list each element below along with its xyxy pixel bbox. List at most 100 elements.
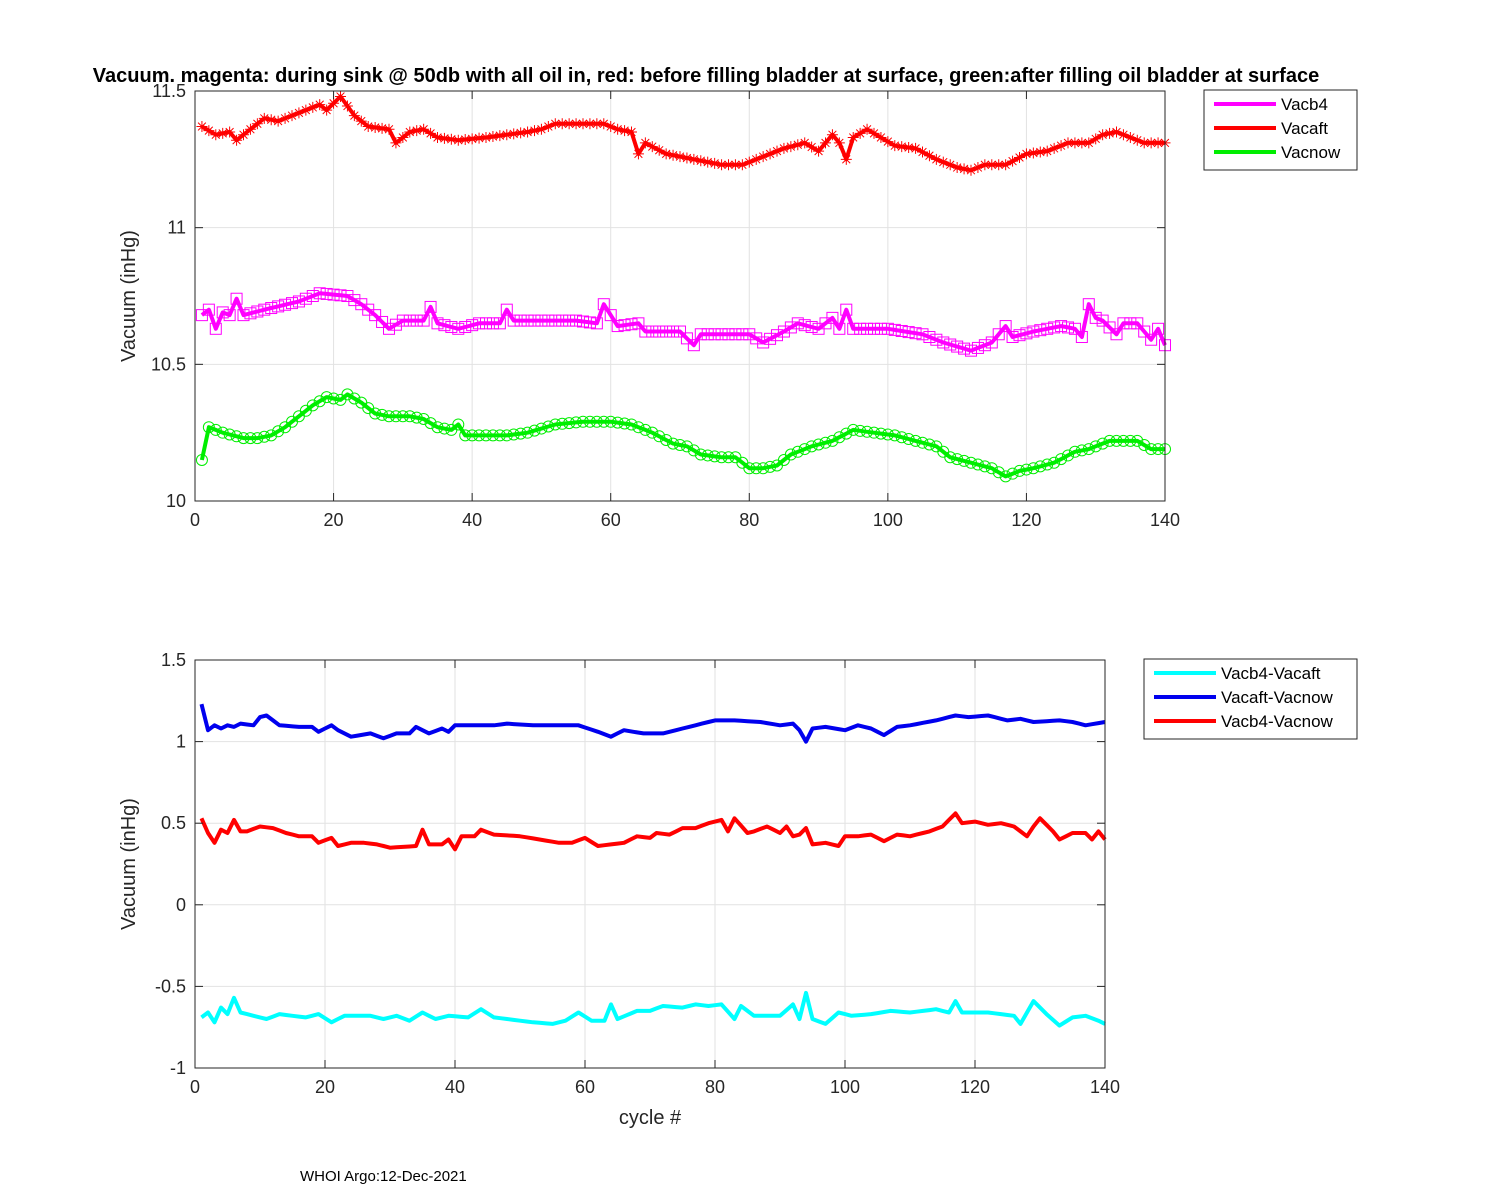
data-point-vacaft xyxy=(986,159,998,171)
data-point-vacb4 xyxy=(798,319,811,332)
data-point-vacaft xyxy=(923,150,935,162)
data-point-vacnow xyxy=(237,432,250,445)
data-point-vacb4 xyxy=(590,317,603,330)
data-point-vacb4 xyxy=(438,319,451,332)
data-point-vacnow xyxy=(535,422,548,435)
data-point-vacnow xyxy=(978,460,991,473)
data-point-vacnow xyxy=(563,417,576,430)
data-point-vacnow xyxy=(521,426,534,439)
data-point-vacb4 xyxy=(833,322,846,335)
data-point-vacaft xyxy=(1138,137,1150,149)
data-point-vacnow xyxy=(417,413,430,425)
data-point-vacb4 xyxy=(237,309,250,322)
data-point-vacnow xyxy=(861,425,874,438)
data-point-vacaft xyxy=(570,118,582,130)
data-point-vacb4 xyxy=(459,320,472,333)
data-point-vacnow xyxy=(514,427,527,440)
data-point-vacaft xyxy=(660,148,672,160)
data-point-vacb4 xyxy=(272,300,285,313)
x-tick-label: 40 xyxy=(445,1077,465,1097)
data-point-vacaft xyxy=(958,163,970,175)
data-point-vacaft xyxy=(903,141,915,153)
data-point-vacb4 xyxy=(722,328,735,341)
data-point-vacb4 xyxy=(985,336,998,349)
data-point-vacnow xyxy=(660,433,673,446)
data-point-vacaft xyxy=(411,125,423,137)
data-point-vacaft xyxy=(1083,137,1095,149)
data-point-vacnow xyxy=(348,392,361,405)
y-tick-label: -1 xyxy=(170,1058,186,1078)
data-point-vacaft xyxy=(314,99,326,111)
data-point-vacaft xyxy=(626,126,637,138)
data-point-vacaft xyxy=(279,112,291,124)
data-point-vacb4 xyxy=(632,317,645,330)
data-point-vacaft xyxy=(861,123,873,135)
data-point-vacb4 xyxy=(729,328,742,341)
data-point-vacb4 xyxy=(805,320,818,333)
axes-frame xyxy=(194,90,1166,502)
data-point-vacnow xyxy=(625,418,638,431)
data-point-vacnow xyxy=(944,451,957,464)
data-point-vacb4 xyxy=(369,309,382,322)
data-point-vacb4 xyxy=(556,314,569,327)
data-point-vacaft xyxy=(1034,146,1046,158)
y-axis-label: Vacuum (inHg) xyxy=(118,230,140,362)
data-point-vacnow xyxy=(376,408,389,421)
data-point-vacnow xyxy=(618,417,631,430)
data-point-vacnow xyxy=(1131,434,1144,447)
data-point-vacb4 xyxy=(258,303,271,316)
data-point-vacaft xyxy=(771,145,783,157)
data-point-vacnow xyxy=(327,392,340,405)
data-point-vacb4 xyxy=(480,317,492,330)
data-point-vacaft xyxy=(1041,145,1053,157)
data-point-vacaft xyxy=(1097,129,1109,141)
data-point-vacb4 xyxy=(493,317,506,330)
data-point-vacaft xyxy=(681,152,693,164)
data-point-vacaft xyxy=(390,137,402,149)
data-point-vacb4 xyxy=(431,317,444,330)
data-point-vacnow xyxy=(431,421,444,434)
data-point-vacb4 xyxy=(1152,322,1165,335)
data-point-vacb4 xyxy=(535,314,548,327)
data-point-vacaft xyxy=(833,137,845,149)
data-point-vacnow xyxy=(556,417,569,430)
data-point-vacb4 xyxy=(216,306,229,319)
footer-date: WHOI Argo:12-Dec-2021 xyxy=(300,1168,467,1185)
data-point-vacaft xyxy=(265,114,277,126)
data-point-vacaft xyxy=(563,118,575,130)
data-point-vacaft xyxy=(1069,137,1081,149)
data-point-vacaft xyxy=(1090,133,1102,145)
data-point-vacaft xyxy=(1111,126,1122,138)
data-point-vacaft xyxy=(231,134,243,146)
data-point-vacb4 xyxy=(1089,311,1102,324)
data-point-vacb4 xyxy=(1034,324,1047,337)
data-point-vacaft xyxy=(1117,129,1129,141)
data-point-vacb4 xyxy=(937,336,950,349)
data-point-vacnow xyxy=(687,444,700,457)
data-point-vacaft xyxy=(556,118,568,130)
data-point-vacaft xyxy=(695,155,707,167)
x-tick-label: 60 xyxy=(601,510,621,530)
data-point-vacaft xyxy=(487,131,499,143)
data-point-vacnow xyxy=(424,417,437,430)
data-point-vacaft xyxy=(736,159,748,171)
data-point-vacb4 xyxy=(223,309,236,322)
data-point-vacaft xyxy=(979,159,991,171)
data-point-vacaft xyxy=(1152,137,1164,149)
data-point-vacaft xyxy=(605,121,617,133)
data-point-vacnow xyxy=(888,429,901,442)
data-point-vacb4 xyxy=(951,340,964,353)
data-point-vacaft xyxy=(494,130,506,142)
data-point-vacnow xyxy=(1117,434,1130,447)
chart-title: Vacuum. magenta: during sink @ 50db with… xyxy=(93,65,1319,87)
data-point-vacb4 xyxy=(549,314,562,327)
data-point-vacaft xyxy=(639,137,651,149)
data-point-vacb4 xyxy=(840,303,853,316)
data-point-vacb4 xyxy=(251,305,264,318)
data-point-vacaft xyxy=(1104,127,1116,139)
data-point-vacnow xyxy=(1041,458,1054,471)
data-point-vacaft xyxy=(196,121,208,133)
data-point-vacaft xyxy=(1027,147,1039,159)
data-point-vacaft xyxy=(806,141,818,153)
data-point-vacb4 xyxy=(528,314,541,327)
